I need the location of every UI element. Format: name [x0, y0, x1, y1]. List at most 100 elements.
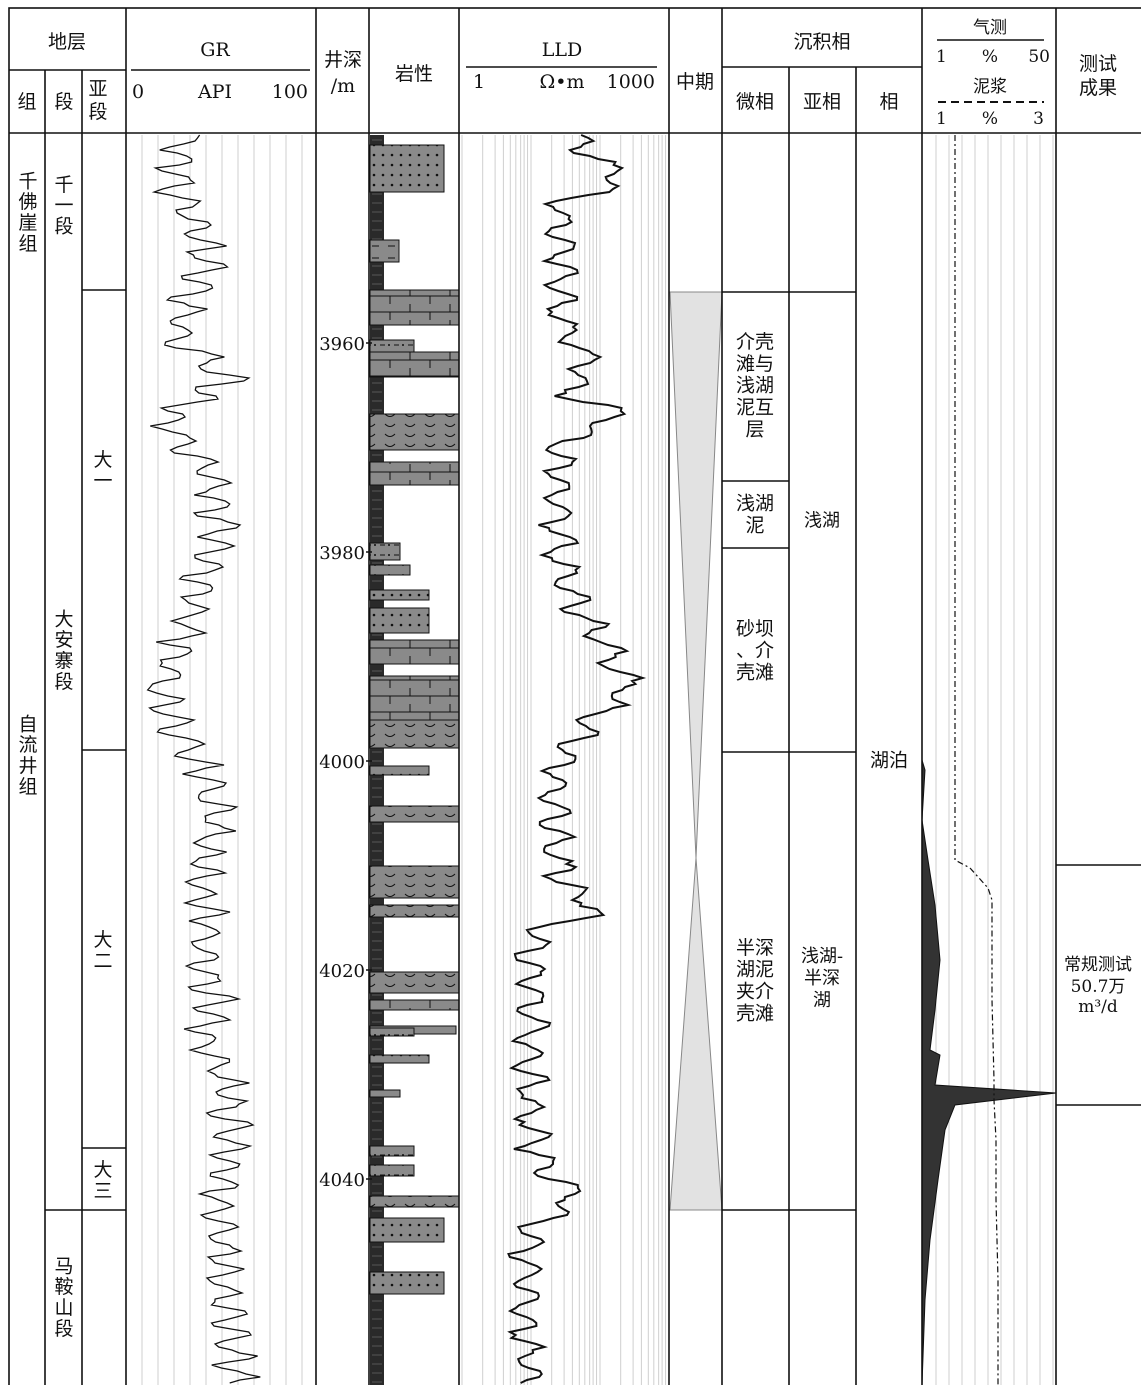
lld-max: 1000 [607, 71, 655, 93]
lld-track-grid [461, 135, 667, 1385]
facies-title: 沉积相 [793, 31, 850, 53]
lithology-bed [369, 589, 430, 601]
group-label-qianfoya: 千 [18, 170, 37, 192]
lld-min: 1 [473, 71, 485, 93]
member-label-maanshan: 山 [54, 1297, 73, 1319]
microfacies-header: 微相 [736, 91, 774, 113]
lithology-bed [369, 144, 445, 193]
gr-title: GR [200, 39, 230, 61]
member-label-daanzhai: 寨 [54, 650, 73, 672]
lithology-bed [369, 339, 415, 353]
submember-label-dayi: 一 [93, 470, 112, 492]
lithology-bed [369, 1089, 401, 1098]
header-submember-1: 亚 [88, 78, 107, 100]
submember-label-daer: 大 [93, 929, 112, 951]
lld-title: LLD [542, 39, 582, 61]
lithology-bed [369, 351, 460, 378]
lithology-bed [369, 1027, 415, 1037]
microfacies-label-3: 砂坝 [736, 618, 774, 640]
mud-curve [954, 135, 999, 1385]
lithology-bed [369, 639, 460, 665]
vertical-labels: 千佛崖组自流井组千一段大安寨段马鞍山段大一大二大三介壳滩与浅湖泥互层浅湖泥砂坝、… [18, 170, 908, 1340]
header-group: 组 [17, 91, 36, 113]
gas-unit: % [982, 47, 998, 67]
submember-label-daer: 二 [93, 950, 112, 972]
microfacies-label-2: 浅湖 [736, 493, 774, 515]
cycle-lower-triangle [669, 857, 723, 1211]
microfacies-label-4: 壳滩 [736, 1002, 774, 1024]
mud-max: 3 [1033, 109, 1044, 129]
microfacies-label-3: 壳滩 [736, 662, 774, 684]
lld-unit: Ω•m [540, 71, 585, 93]
microfacies-label-1: 介壳 [736, 331, 774, 353]
lithology-bed [369, 239, 400, 263]
member-label-maanshan: 鞍 [54, 1276, 73, 1298]
lithology-bed [369, 904, 460, 918]
lithology-bed [369, 999, 460, 1011]
gas-title: 气测 [973, 18, 1007, 38]
lithology-bed [369, 1217, 445, 1243]
lith-title: 岩性 [395, 63, 433, 85]
submember-label-dayi: 大 [93, 449, 112, 471]
member-label-qianyi: 千 [54, 174, 73, 196]
depth-title: 井深 [324, 49, 362, 71]
lithology-bed [369, 1271, 445, 1295]
gr-max: 100 [272, 81, 308, 103]
lithology-bed [369, 1145, 415, 1157]
member-label-daanzhai: 安 [54, 629, 73, 651]
depth-tick-label: 4000 [319, 752, 365, 773]
member-label-qianyi: 一 [54, 195, 73, 217]
subfacies-label-2: 半深 [804, 968, 840, 989]
gas-track-grid [935, 135, 1054, 1385]
gas-max: 50 [1028, 47, 1050, 67]
lithology-bed [369, 607, 430, 634]
lithology-bed [369, 1164, 415, 1177]
lld-curve [507, 134, 647, 1384]
gas-log-fill [921, 759, 1057, 1385]
header-strata: 地层 [48, 31, 86, 53]
subfacies-header: 亚相 [803, 91, 841, 113]
group-label-qianfoya: 崖 [18, 212, 37, 234]
submember-label-dasan: 三 [93, 1180, 112, 1202]
microfacies-label-3: 、介 [736, 640, 774, 662]
test-result-line3: m³/d [1078, 997, 1118, 1017]
depth-unit: /m [331, 75, 355, 97]
group-label-ziliujing: 井 [18, 755, 37, 777]
microfacies-label-1: 浅湖 [736, 375, 774, 397]
depth-tick-label: 4020 [319, 961, 365, 982]
group-label-ziliujing: 组 [18, 776, 37, 798]
header-member: 段 [54, 91, 73, 113]
depth-axis: 3960 3980 4000 4020 4040 [319, 334, 372, 1191]
subfacies-label-2: 浅湖- [801, 946, 843, 967]
depth-tick-label: 4040 [319, 1170, 365, 1191]
lithology-bed [369, 1054, 430, 1064]
lithology-bed [369, 1195, 460, 1208]
depth-tick-label: 3980 [319, 543, 365, 564]
member-label-daanzhai: 大 [54, 608, 73, 630]
member-label-maanshan: 马 [54, 1255, 73, 1277]
lithology-bed [369, 675, 460, 721]
microfacies-label-4: 半深 [736, 937, 774, 959]
lithology-bed [369, 719, 460, 749]
microfacies-label-1: 滩与 [736, 353, 774, 375]
lithology-bed [369, 413, 460, 451]
header-submember-2: 段 [88, 101, 107, 123]
mud-title: 泥浆 [973, 77, 1007, 97]
group-label-qianfoya: 佛 [18, 191, 37, 213]
lithology-bed [369, 765, 430, 776]
mud-min: 1 [936, 109, 947, 129]
microfacies-label-4: 湖泥 [736, 959, 774, 981]
lithology-bed [369, 564, 411, 576]
member-label-qianyi: 段 [54, 216, 73, 238]
lithology-bed [369, 971, 460, 994]
facies-label: 湖泊 [870, 750, 908, 772]
microfacies-label-1: 泥互 [736, 397, 774, 419]
mid-term-cycle [669, 291, 723, 1211]
test-title-1: 测试 [1079, 53, 1117, 75]
member-label-maanshan: 段 [54, 1318, 73, 1340]
depth-tick-label: 3960 [319, 334, 365, 355]
gr-track-grid [141, 135, 303, 1385]
cycle-upper-triangle [669, 291, 723, 859]
subfacies-label-1: 浅湖 [804, 510, 840, 531]
